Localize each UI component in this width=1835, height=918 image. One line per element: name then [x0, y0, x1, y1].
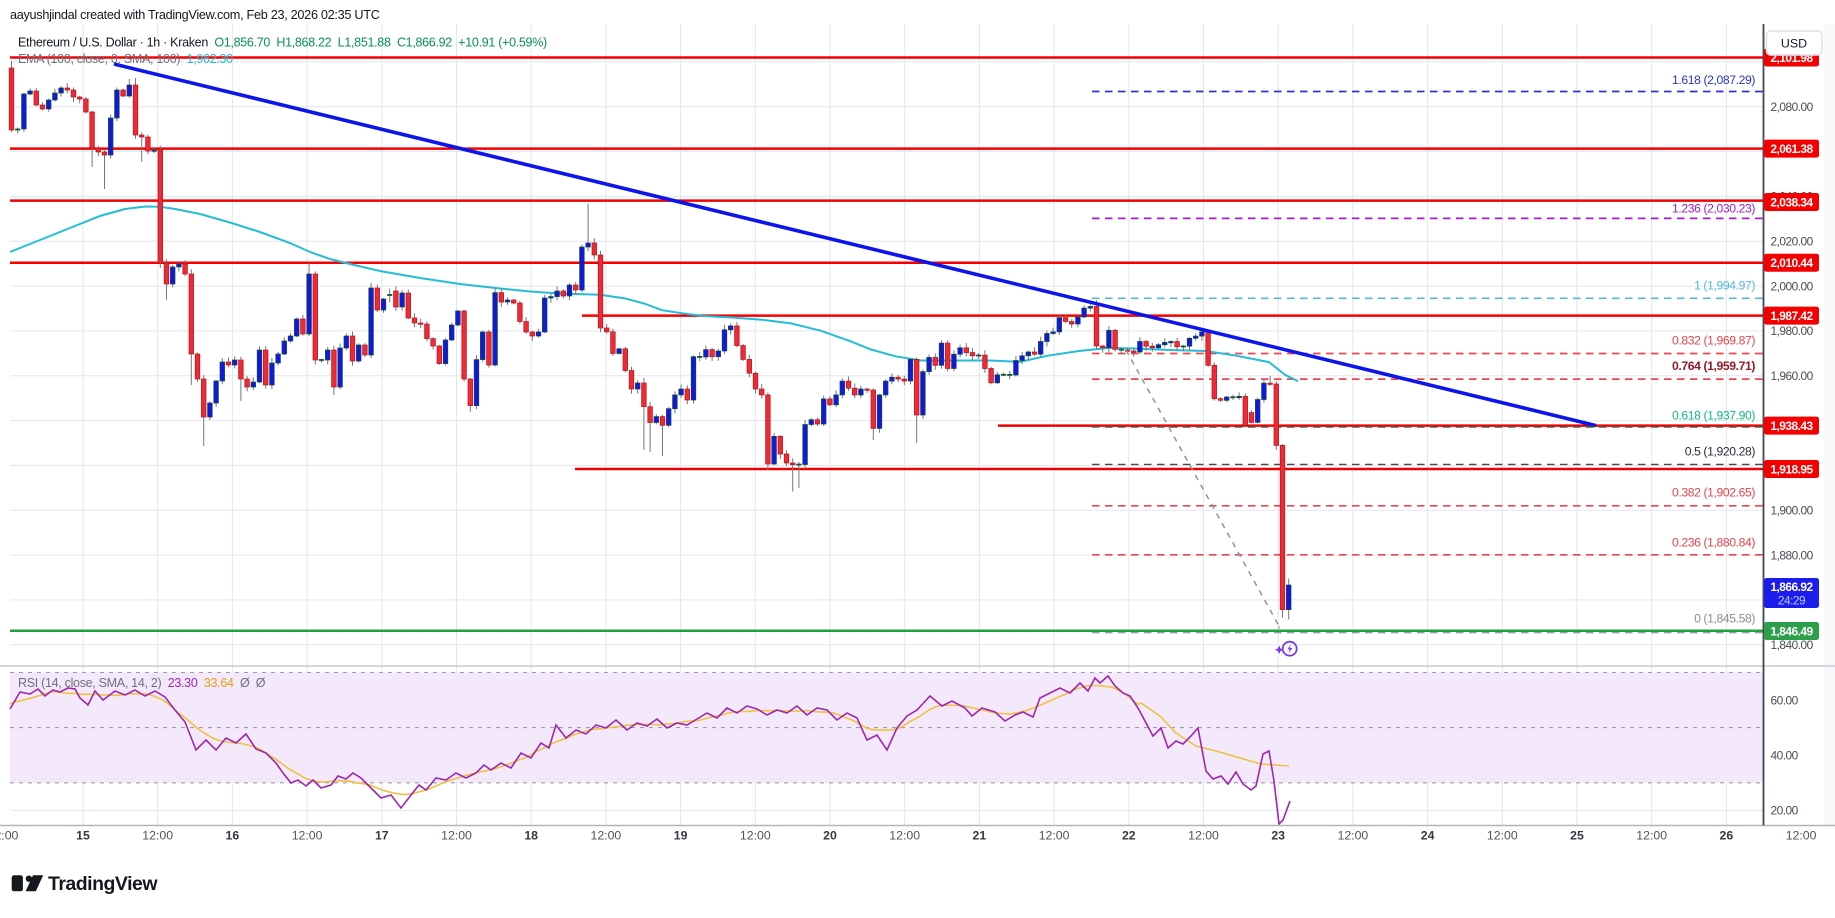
svg-text:17: 17 — [375, 829, 389, 843]
svg-text:12:00: 12:00 — [740, 829, 771, 843]
svg-text:12:00: 12:00 — [591, 829, 622, 843]
svg-text:2,038.34: 2,038.34 — [1770, 195, 1813, 209]
svg-text:1.618 (2,087.29): 1.618 (2,087.29) — [1672, 73, 1755, 87]
svg-text:60.00: 60.00 — [1771, 693, 1799, 707]
svg-text:12:00: 12:00 — [1039, 829, 1070, 843]
svg-text:12:00: 12:00 — [1188, 829, 1219, 843]
svg-text:12:00: 12:00 — [889, 829, 920, 843]
svg-text:EMA (100, close, 0, SMA, 100): EMA (100, close, 0, SMA, 100) 1,962.30 — [18, 52, 233, 66]
svg-text:23: 23 — [1271, 829, 1285, 843]
svg-text:1,960.00: 1,960.00 — [1771, 369, 1814, 383]
svg-text:12:00: 12:00 — [1786, 829, 1817, 843]
svg-text:1,866.92: 1,866.92 — [1770, 580, 1813, 594]
svg-text:0.5 (1,920.28): 0.5 (1,920.28) — [1685, 444, 1756, 458]
svg-text:1,980.00: 1,980.00 — [1771, 324, 1814, 338]
svg-text:0.764 (1,959.71): 0.764 (1,959.71) — [1672, 359, 1755, 373]
svg-text:0.382 (1,902.65): 0.382 (1,902.65) — [1672, 486, 1755, 500]
svg-text:RSI (14, close, SMA, 14, 2) 2: RSI (14, close, SMA, 14, 2) 23.30 33.64 … — [18, 676, 266, 690]
svg-text:26: 26 — [1720, 829, 1734, 843]
svg-text:19: 19 — [674, 829, 688, 843]
svg-text:12:00: 12:00 — [1338, 829, 1369, 843]
svg-text:0.832 (1,969.87): 0.832 (1,969.87) — [1672, 334, 1755, 348]
svg-text:20.00: 20.00 — [1771, 804, 1799, 818]
svg-text:2,080.00: 2,080.00 — [1771, 100, 1814, 114]
svg-text:18: 18 — [524, 829, 538, 843]
svg-text:1,987.42: 1,987.42 — [1770, 309, 1813, 323]
svg-text:2,010.44: 2,010.44 — [1770, 256, 1813, 270]
svg-text:0.236 (1,880.84): 0.236 (1,880.84) — [1672, 536, 1755, 550]
svg-text:12:00: 12:00 — [1636, 829, 1667, 843]
svg-text:0 (1,845.58): 0 (1,845.58) — [1694, 612, 1755, 626]
svg-text:12:00: 12:00 — [292, 829, 323, 843]
svg-text:USD: USD — [1781, 36, 1807, 50]
svg-text:1,938.43: 1,938.43 — [1770, 419, 1813, 433]
svg-text:1.236 (2,030.23): 1.236 (2,030.23) — [1672, 202, 1755, 216]
svg-text:0.618 (1,937.90): 0.618 (1,937.90) — [1672, 409, 1755, 423]
svg-text:2,000.00: 2,000.00 — [1771, 279, 1814, 293]
svg-text:1,840.00: 1,840.00 — [1771, 638, 1814, 652]
svg-text:40.00: 40.00 — [1771, 749, 1799, 763]
svg-text:12:00: 12:00 — [441, 829, 472, 843]
svg-text:Ethereum / U.S. Dollar · 1h ·: Ethereum / U.S. Dollar · 1h · Kraken O1,… — [18, 36, 547, 50]
svg-text:2,061.38: 2,061.38 — [1770, 142, 1813, 156]
svg-text:21: 21 — [973, 829, 987, 843]
svg-text:2,020.00: 2,020.00 — [1771, 235, 1814, 249]
svg-text:1,846.49: 1,846.49 — [1770, 624, 1813, 638]
svg-text:12:00: 12:00 — [0, 829, 19, 843]
svg-text:25: 25 — [1570, 829, 1584, 843]
svg-text:1,918.95: 1,918.95 — [1770, 462, 1813, 476]
svg-text:TradingView: TradingView — [48, 873, 158, 895]
svg-text:24: 24 — [1421, 829, 1435, 843]
svg-text:24:29: 24:29 — [1778, 594, 1806, 608]
svg-text:aayushjindal created with Trad: aayushjindal created with TradingView.co… — [10, 8, 380, 22]
svg-text:1,900.00: 1,900.00 — [1771, 504, 1814, 518]
svg-text:12:00: 12:00 — [142, 829, 173, 843]
svg-text:15: 15 — [76, 829, 90, 843]
svg-text:22: 22 — [1122, 829, 1136, 843]
svg-text:1 (1,994.97): 1 (1,994.97) — [1694, 279, 1755, 293]
svg-text:16: 16 — [226, 829, 240, 843]
svg-text:20: 20 — [823, 829, 837, 843]
svg-text:12:00: 12:00 — [1487, 829, 1518, 843]
svg-text:1,880.00: 1,880.00 — [1771, 548, 1814, 562]
